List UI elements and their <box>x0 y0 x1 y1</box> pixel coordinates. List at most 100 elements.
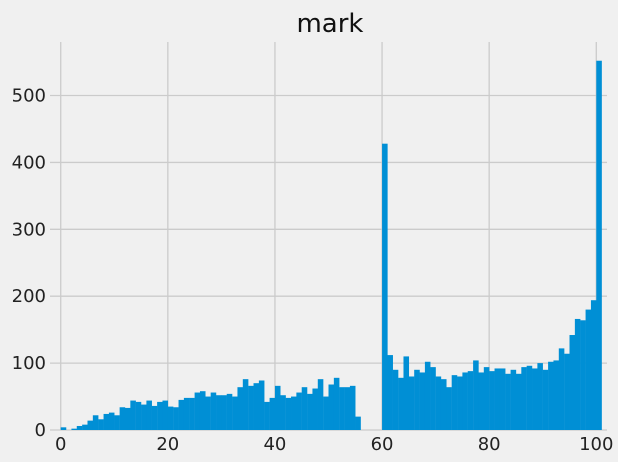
histogram-bar <box>435 376 442 430</box>
histogram-bar <box>440 379 447 430</box>
y-tick-label: 400 <box>12 152 46 173</box>
histogram-bar <box>189 397 195 430</box>
histogram-bar <box>291 396 297 430</box>
histogram-bar <box>194 392 201 430</box>
histogram-bar <box>76 425 83 430</box>
histogram-bar <box>569 335 576 430</box>
y-tick-label: 300 <box>12 219 46 240</box>
histogram-bar <box>419 372 426 430</box>
histogram-bar <box>483 367 490 430</box>
histogram-bar <box>398 377 404 430</box>
chart-title: mark <box>296 9 363 39</box>
histogram-bar <box>264 401 270 430</box>
histogram-bar <box>489 371 495 430</box>
histogram-bar <box>173 407 179 430</box>
histogram-bar <box>467 371 474 430</box>
histogram-bar <box>253 383 260 430</box>
histogram-bar <box>564 353 570 430</box>
histogram-bar <box>269 397 276 430</box>
histogram-bar <box>82 424 88 430</box>
histogram-bar <box>199 391 206 430</box>
histogram-bar <box>258 380 265 430</box>
histogram-bar <box>473 360 479 430</box>
histogram-bar <box>403 356 410 430</box>
histogram-bar <box>221 395 227 430</box>
histogram-bar <box>248 385 254 430</box>
histogram-bar <box>344 387 351 430</box>
histogram-bar <box>307 393 313 430</box>
histogram-bar <box>328 384 335 430</box>
histogram-bar <box>515 373 522 430</box>
histogram-bar <box>135 401 142 430</box>
histogram-bar <box>323 396 329 430</box>
histogram-bar <box>119 407 126 430</box>
histogram-bar <box>537 363 543 430</box>
histogram-bar <box>237 387 244 430</box>
histogram-bar <box>505 373 511 430</box>
x-tick-label: 20 <box>156 434 179 455</box>
histogram-bar <box>151 405 158 430</box>
histogram-bar <box>87 420 94 430</box>
x-tick-label: 0 <box>55 434 66 455</box>
histogram-bar <box>210 392 217 430</box>
histogram-bar <box>521 367 527 430</box>
histogram-bar <box>355 416 361 430</box>
histogram-bar <box>92 415 99 430</box>
histogram-bar <box>392 369 399 430</box>
histogram-bar <box>596 60 602 431</box>
histogram-bar <box>526 365 533 430</box>
histogram-bar <box>124 407 131 430</box>
y-tick-label: 500 <box>12 86 46 107</box>
histogram-bar <box>146 400 152 430</box>
histogram-bar <box>114 415 120 430</box>
histogram-bar <box>296 392 302 430</box>
x-tick-label: 40 <box>263 434 286 455</box>
histogram-bar <box>408 376 415 430</box>
histogram-bar <box>446 387 452 430</box>
histogram-bar <box>548 361 554 430</box>
histogram-bar <box>424 361 431 430</box>
histogram-bar <box>494 368 501 430</box>
histogram-bar <box>71 428 77 430</box>
histogram-bar <box>333 377 340 430</box>
histogram-bar <box>590 300 597 430</box>
histogram-bar <box>205 396 211 430</box>
histogram-bar <box>510 369 517 430</box>
x-tick-label: 100 <box>579 434 613 455</box>
histogram-bars <box>60 60 602 431</box>
histogram-bar <box>103 413 110 430</box>
histogram-bar <box>232 396 238 430</box>
x-tick-label: 80 <box>478 434 501 455</box>
histogram-bar <box>274 385 281 430</box>
histogram-bar <box>178 399 185 430</box>
y-tick-label: 200 <box>12 286 46 307</box>
histogram-bar <box>478 372 485 430</box>
histogram-bar <box>285 397 292 430</box>
histogram-bar <box>98 419 104 430</box>
histogram-bar <box>349 385 356 430</box>
histogram-bar <box>108 412 115 430</box>
tick-labels: 0 100 200 300 400 500 0 20 40 60 80 100 <box>12 86 614 455</box>
histogram-bar <box>462 372 468 430</box>
histogram-bar <box>280 395 286 430</box>
histogram-bar <box>542 369 549 430</box>
histogram-bar <box>457 376 463 430</box>
histogram-bar <box>580 320 586 430</box>
y-tick-label: 100 <box>12 353 46 374</box>
histogram-bar <box>141 404 147 430</box>
y-tick-label: 0 <box>35 420 46 441</box>
histogram-bar <box>558 348 565 430</box>
x-tick-label: 60 <box>371 434 394 455</box>
histogram-bar <box>226 393 233 430</box>
histogram-bar <box>301 387 308 430</box>
histogram-bar <box>553 360 559 430</box>
histogram-bar <box>382 143 388 431</box>
histogram-bar <box>499 368 506 430</box>
histogram-bar <box>414 369 420 430</box>
histogram-bar <box>167 406 174 430</box>
histogram-bar <box>387 355 393 430</box>
histogram-bar <box>242 379 249 430</box>
histogram-bar <box>317 379 324 430</box>
